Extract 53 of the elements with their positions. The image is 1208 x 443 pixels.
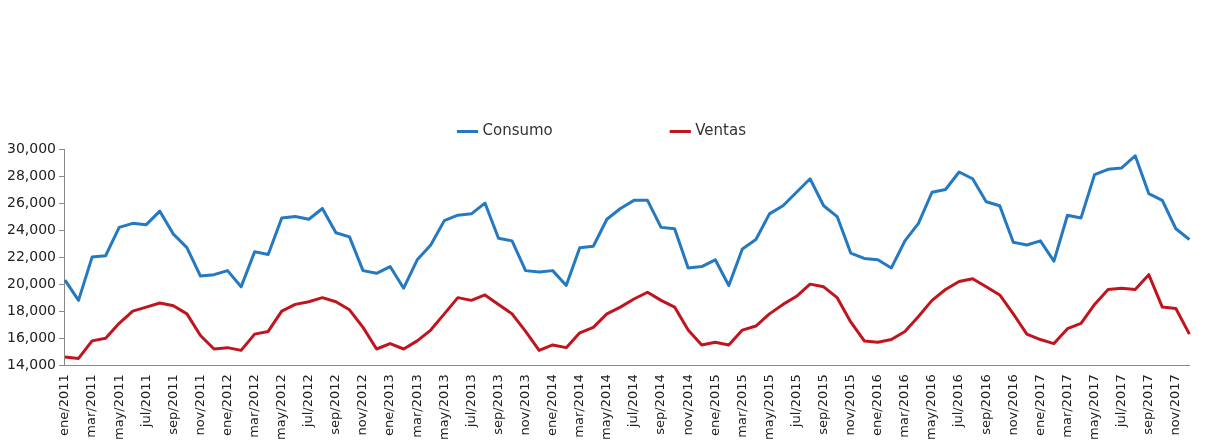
x-tick-label: nov/2013 [516,374,532,436]
x-tick-label: ene/2016 [869,374,885,436]
x-tick-label: mar/2017 [1058,374,1074,438]
legend-label: Consumo [482,121,553,140]
x-tick-label: jul/2014 [625,374,641,429]
x-tick-label: sep/2015 [815,374,830,435]
x-tick-label: sep/2012 [327,374,343,435]
x-tick-label: mar/2013 [408,374,424,438]
x-tick-label: may/2014 [598,374,614,441]
x-tick-label: may/2013 [435,374,451,441]
x-tick-label: nov/2014 [679,374,695,436]
x-tick-label: sep/2016 [977,374,993,435]
x-tick-label: mar/2014 [571,374,587,438]
x-tick-label: ene/2011 [56,374,72,436]
x-tick-label: jul/2013 [462,374,478,429]
x-tick-label: ene/2015 [706,374,722,436]
x-tick-label: sep/2013 [489,374,505,435]
x-tick-label: may/2017 [1085,374,1101,441]
x-tick-label: nov/2015 [842,374,858,436]
x-tick-label: ene/2017 [1031,374,1047,436]
x-tick-label: nov/2016 [1004,374,1020,436]
x-tick-label: may/2015 [760,374,776,441]
x-tick-label: jul/2016 [950,374,966,429]
x-tick-label: nov/2011 [191,374,207,436]
x-tick-label: ene/2014 [544,374,560,436]
x-tick-label: mar/2016 [896,374,912,438]
y-tick-label: 22,000 [6,247,56,264]
y-tick-label: 18,000 [6,301,56,318]
x-tick-label: may/2012 [273,374,289,441]
x-tick-label: nov/2012 [354,374,370,436]
x-tick-label: sep/2017 [1140,374,1156,435]
y-tick-label: 26,000 [6,193,56,210]
legend-label: Ventas [695,121,747,140]
y-tick-label: 20,000 [6,274,56,291]
x-tick-label: sep/2014 [652,374,668,435]
x-tick-label: may/2011 [110,374,126,441]
y-tick-label: 14,000 [6,355,56,372]
x-tick-label: jul/2012 [300,374,316,429]
x-tick-label: mar/2015 [733,374,749,438]
x-tick-label: mar/2011 [83,374,99,438]
x-tick-label: jul/2015 [787,374,803,429]
x-tick-label: may/2016 [923,374,939,441]
x-tick-label: jul/2011 [137,374,153,429]
x-tick-label: mar/2012 [246,374,262,438]
x-tick-label: ene/2012 [218,374,234,436]
x-tick-label: jul/2017 [1113,374,1129,429]
x-tick-label: sep/2011 [164,374,180,435]
y-tick-label: 24,000 [6,220,56,237]
y-tick-label: 30,000 [6,139,56,156]
y-tick-label: 16,000 [6,328,56,345]
y-tick-label: 28,000 [6,166,56,183]
x-tick-label: nov/2017 [1167,374,1183,436]
x-tick-label: ene/2013 [381,374,397,436]
